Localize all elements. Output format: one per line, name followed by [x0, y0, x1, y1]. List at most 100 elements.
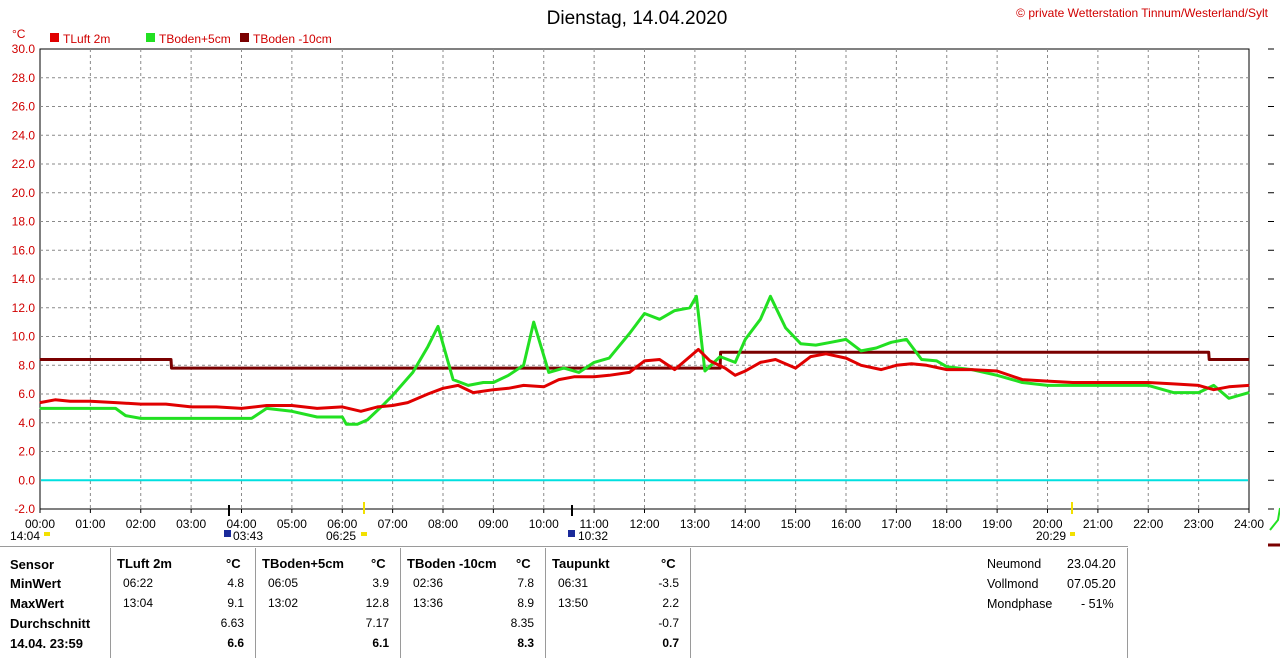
series-point	[860, 364, 862, 366]
series-point	[507, 387, 510, 389]
legend-label-0: TLuft 2m	[63, 32, 110, 46]
series-point	[341, 406, 343, 408]
series-point	[744, 338, 746, 340]
x-tick-label: 01:00	[75, 517, 105, 531]
moon-icon	[568, 530, 575, 537]
row-label-avg: Durchschnitt	[10, 616, 91, 631]
series-point	[905, 338, 908, 340]
y-tick-label: 10.0	[12, 330, 36, 344]
series-point	[407, 402, 409, 404]
series-point	[165, 417, 167, 419]
series-point	[492, 381, 494, 384]
annotation-label-4: 20:29	[1036, 529, 1066, 543]
series-point	[860, 350, 862, 352]
x-tick-label: 13:00	[680, 517, 710, 531]
series-point	[689, 307, 691, 309]
series-point	[880, 369, 882, 371]
stat-max: 2.2	[662, 596, 679, 610]
series-point	[140, 417, 142, 419]
series-point	[140, 403, 142, 405]
x-tick-label: 12:00	[629, 517, 659, 531]
series-point	[190, 417, 192, 419]
series-point	[69, 400, 71, 402]
series-point	[608, 374, 610, 376]
x-tick-label: 21:00	[1083, 517, 1113, 531]
series-point	[412, 371, 414, 373]
series-point	[1147, 384, 1149, 386]
series-point	[215, 417, 217, 419]
series-point	[759, 361, 762, 363]
y-tick-label: 30.0	[12, 42, 36, 56]
series-line-2	[40, 350, 1249, 370]
x-tick-label: 08:00	[428, 517, 458, 531]
chart-title: Dienstag, 14.04.2020	[547, 8, 728, 29]
series-point	[628, 371, 631, 373]
moon-value-newmoon: 23.04.20	[1067, 557, 1116, 571]
series-point	[704, 370, 706, 372]
moon-divider	[1127, 548, 1128, 658]
stats-group-0: TLuft 2m °C 06:22 4.8 13:04 9.1 6.63 6.6	[110, 548, 256, 658]
series-point	[39, 407, 41, 409]
series-point	[266, 407, 268, 409]
series-point	[744, 370, 746, 372]
series-point	[1213, 384, 1215, 386]
row-label-max: MaxWert	[10, 596, 64, 611]
x-tick-label: 17:00	[881, 517, 911, 531]
y-tick-label: -2.0	[14, 502, 35, 516]
y-tick-label: 14.0	[12, 272, 36, 286]
series-point	[1097, 384, 1099, 386]
series-point	[830, 341, 832, 343]
series-point	[921, 358, 923, 361]
annotation-label-0: 14:04	[10, 529, 40, 543]
x-tick-label: 03:00	[176, 517, 206, 531]
series-point	[543, 386, 545, 388]
moon-label-fullmoon: Vollmond	[987, 577, 1039, 591]
grid-lines	[40, 49, 1249, 509]
moon-label-newmoon: Neumond	[987, 557, 1042, 571]
series-point	[785, 327, 787, 329]
series-point	[734, 361, 736, 363]
series-point	[674, 310, 676, 312]
y-axis-unit: °C	[12, 27, 26, 41]
series-point	[230, 417, 232, 419]
stat-avg: 7.17	[365, 616, 389, 630]
series-point	[437, 325, 439, 327]
y-tick-label: 2.0	[18, 445, 35, 459]
series-point	[442, 387, 444, 389]
y-tick-label: 0.0	[18, 473, 35, 487]
series-point	[1021, 381, 1023, 384]
series-point	[563, 367, 565, 369]
series-point	[523, 384, 525, 386]
legend-swatch-0	[50, 33, 59, 42]
y-tick-label: 26.0	[12, 100, 36, 114]
stat-avg: -0.7	[658, 616, 679, 630]
series-point	[971, 369, 973, 371]
x-tick-label: 18:00	[932, 517, 962, 531]
series-point	[89, 400, 91, 402]
stats-group-2: TBoden -10cm °C 02:36 7.8 13:36 8.9 8.35 8.3	[400, 548, 546, 658]
stat-last: 8.3	[517, 636, 534, 650]
stat-last: 6.1	[372, 636, 389, 650]
sensor-header: Sensor	[10, 557, 55, 572]
sun-moon-markers: 14:04 03:43 06:25 10:32 20:29	[10, 502, 1280, 547]
series-point	[573, 376, 575, 378]
moon-value-fullmoon: 07.05.20	[1067, 577, 1116, 591]
legend-swatch-1	[146, 33, 155, 42]
moon-label-phase: Mondphase	[987, 597, 1053, 611]
stat-last: 6.6	[227, 636, 244, 650]
stat-min: 3.9	[372, 576, 389, 590]
stat-avg: 8.35	[510, 616, 534, 630]
y-tick-label: 24.0	[12, 128, 36, 142]
moon-value-phase: - 51%	[1081, 597, 1114, 611]
series-point	[190, 406, 192, 408]
series-point	[1046, 380, 1049, 382]
series-point	[291, 410, 293, 412]
series-point	[1046, 384, 1049, 386]
series-point	[724, 367, 726, 369]
x-tick-label: 22:00	[1133, 517, 1163, 531]
series-point	[1122, 384, 1124, 386]
series-point	[719, 367, 721, 369]
series-point	[674, 369, 676, 371]
stat-max_time: 13:02	[268, 596, 299, 610]
annotation-label-1: 03:43	[233, 529, 263, 543]
